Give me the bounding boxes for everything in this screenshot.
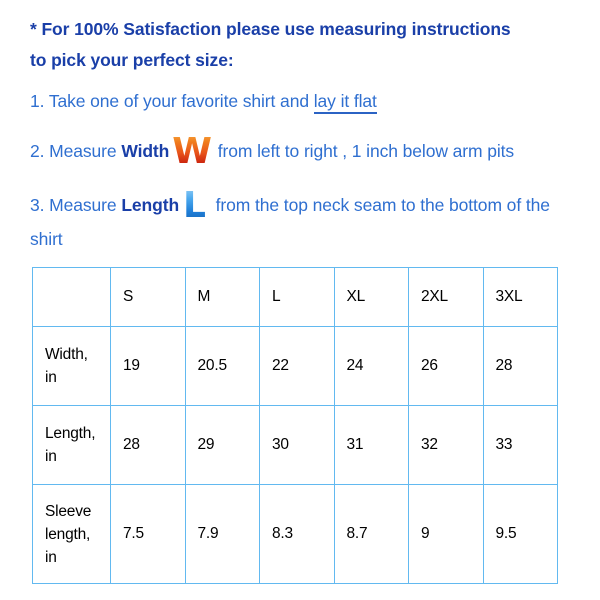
row-label-width: Width, in (32, 326, 111, 406)
instructions-headline: * For 100% Satisfaction please use measu… (30, 14, 575, 76)
step-1-text: 1. Take one of your favorite shirt and (30, 91, 314, 111)
column-header-2xl: 2XL (408, 267, 484, 327)
width-value-m: 20.5 (184, 326, 260, 406)
table-row-sleeve-length: Sleeve length, in 7.5 7.9 8.3 8.7 9 9.5 (32, 484, 558, 584)
sleeve-value-s: 7.5 (110, 484, 186, 584)
row-label-sleeve-length: Sleeve length, in (32, 484, 111, 584)
step-2-keyword-width: Width (121, 141, 170, 161)
row-label-width-line-2: in (45, 369, 57, 386)
length-value-m: 29 (184, 405, 260, 485)
length-value-2xl: 32 (408, 405, 484, 485)
row-label-length-line-2: in (45, 448, 57, 465)
row-label-width-line-1: Width, (45, 346, 88, 363)
instruction-step-3: 3. Measure Length L from the top neck sea… (30, 188, 575, 254)
sleeve-value-m: 7.9 (184, 484, 260, 584)
row-label-sleeve-line-1: Sleeve (45, 502, 92, 520)
sleeve-value-2xl: 9 (408, 484, 484, 584)
headline-line-1: * For 100% Satisfaction please use measu… (30, 19, 511, 39)
step-2-prefix: 2. Measure (30, 141, 122, 161)
size-chart-table: S M L XL 2XL 3XL Width, in 19 20.5 22 24… (32, 267, 558, 584)
table-header-row: S M L XL 2XL 3XL (32, 267, 558, 327)
width-value-2xl: 26 (408, 326, 484, 406)
width-value-3xl: 28 (482, 326, 558, 406)
length-value-xl: 31 (333, 405, 409, 485)
length-letter-icon: L (183, 185, 206, 226)
column-header-xl: XL (333, 267, 409, 327)
row-label-sleeve-line-3: in (45, 548, 57, 566)
row-label-length-line-1: Length, (45, 425, 96, 442)
width-value-l: 22 (259, 326, 335, 406)
sleeve-value-xl: 8.7 (333, 484, 409, 584)
table-row-length: Length, in 28 29 30 31 32 33 (32, 405, 558, 485)
instruction-step-2: 2. Measure WidthW from left to right , 1… (30, 134, 575, 170)
headline-line-2: to pick your perfect size: (30, 50, 234, 70)
step-3-prefix: 3. Measure (30, 195, 122, 215)
sleeve-value-3xl: 9.5 (482, 484, 558, 584)
step-2-suffix: from left to right , 1 inch below arm pi… (212, 141, 515, 161)
row-label-length: Length, in (32, 405, 111, 485)
table-corner-cell (32, 267, 111, 327)
sleeve-value-l: 8.3 (259, 484, 335, 584)
length-value-3xl: 33 (482, 405, 558, 485)
width-letter-icon: W (172, 131, 212, 172)
column-header-l: L (259, 267, 335, 327)
lay-it-flat-link[interactable]: lay it flat (313, 91, 377, 114)
table-row-width: Width, in 19 20.5 22 24 26 28 (32, 326, 558, 406)
column-header-s: S (110, 267, 186, 327)
width-value-s: 19 (110, 326, 186, 406)
width-value-xl: 24 (333, 326, 409, 406)
length-value-l: 30 (259, 405, 335, 485)
column-header-3xl: 3XL (482, 267, 558, 327)
column-header-m: M (184, 267, 260, 327)
measuring-instructions: * For 100% Satisfaction please use measu… (30, 14, 575, 254)
step-3-suffix: from the top neck seam to the bottom of … (30, 195, 550, 249)
instruction-step-1: 1. Take one of your favorite shirt and l… (30, 86, 575, 116)
length-value-s: 28 (110, 405, 186, 485)
row-label-sleeve-line-2: length, (45, 525, 91, 543)
step-3-keyword-length: Length (121, 195, 180, 215)
